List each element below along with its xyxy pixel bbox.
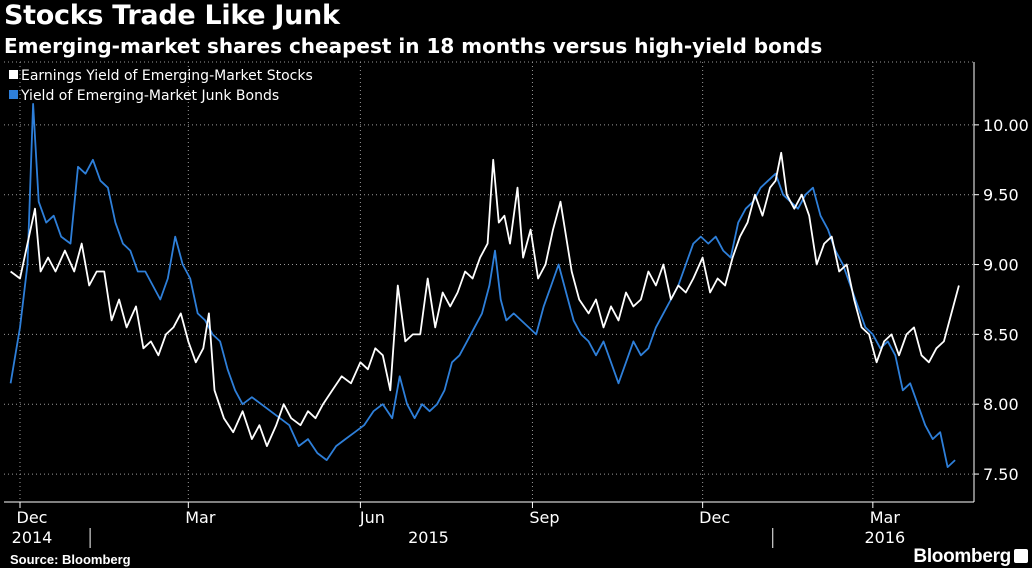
brand-logo: Bloomberg (913, 546, 1028, 568)
legend: Earnings Yield of Emerging-Market Stocks… (9, 68, 313, 104)
source-note: Source: Bloomberg (10, 552, 131, 567)
chart-subtitle: Emerging-market shares cheapest in 18 mo… (4, 34, 823, 58)
y-tick-label: 9.50 (983, 186, 1019, 205)
gridlines (4, 61, 974, 502)
x-tick-label: Mar (870, 508, 901, 527)
x-tick-label: Dec (699, 508, 730, 527)
chart-icon (1014, 549, 1028, 563)
legend-label: Earnings Yield of Emerging-Market Stocks (21, 68, 313, 84)
x-year-label: 2014 (12, 528, 53, 547)
axes: 10.00 9.50 9.00 8.50 8.00 7.50 Dec Mar Jun Sep Dec… (4, 62, 1029, 548)
legend-swatch (9, 70, 18, 79)
bonds-series-line (9, 103, 956, 469)
y-tick-label: 7.50 (983, 465, 1019, 484)
x-tick-label: Dec (17, 508, 48, 527)
series-lines (9, 103, 960, 469)
y-tick-label: 8.00 (983, 395, 1019, 414)
stocks-series-line (10, 151, 960, 448)
y-tick-label: 10.00 (983, 116, 1029, 135)
legend-swatch (9, 90, 18, 99)
x-tick-label: Mar (185, 508, 216, 527)
x-year-label: 2016 (864, 528, 905, 547)
x-tick-label: Jun (359, 508, 385, 527)
x-year-label: 2015 (408, 528, 449, 547)
legend-label: Yield of Emerging-Market Junk Bonds (20, 88, 279, 104)
y-tick-label: 9.00 (983, 256, 1019, 275)
x-tick-label: Sep (529, 508, 559, 527)
y-tick-label: 8.50 (983, 325, 1019, 344)
chart-title: Stocks Trade Like Junk (4, 0, 340, 31)
brand-name: Bloomberg (913, 546, 1011, 567)
